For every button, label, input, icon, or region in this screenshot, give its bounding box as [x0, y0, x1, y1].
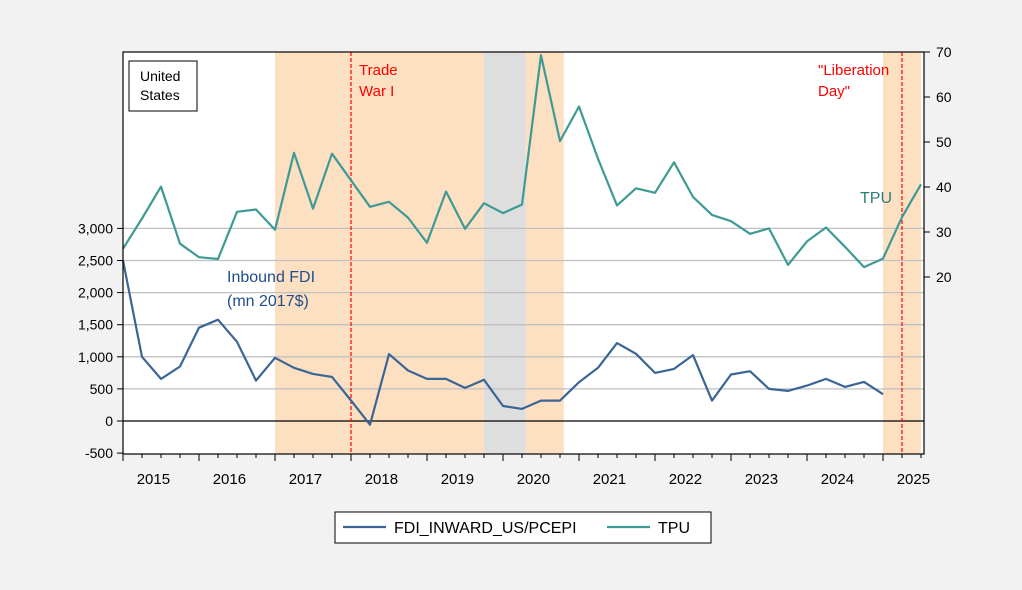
event-label: Trade [359, 62, 398, 79]
x-axis-tick-label: 2020 [517, 471, 550, 488]
right-axis-tick-label: 60 [936, 89, 952, 105]
x-axis-tick-label: 2022 [669, 471, 702, 488]
legend-label: TPU [658, 520, 690, 537]
shaded-period [484, 52, 526, 454]
x-axis-tick-label: 2025 [897, 471, 930, 488]
left-axis-tick-label: 2,500 [78, 253, 113, 269]
x-axis-tick-label: 2023 [745, 471, 778, 488]
left-axis-tick-label: 0 [105, 413, 113, 429]
shaded-period [525, 52, 564, 454]
left-axis-tick-label: 1,000 [78, 349, 113, 365]
event-label: "Liberation [818, 62, 889, 79]
x-axis-tick-label: 2017 [289, 471, 322, 488]
left-axis-tick-label: 2,000 [78, 285, 113, 301]
country-label: United [140, 68, 180, 84]
left-axis-tick-label: 3,000 [78, 220, 113, 236]
legend-label: FDI_INWARD_US/PCEPI [394, 520, 577, 537]
tpu-annotation: TPU [860, 190, 892, 207]
x-axis-tick-label: 2024 [821, 471, 854, 488]
right-axis-tick-label: 30 [936, 224, 952, 240]
left-axis-tick-label: -500 [85, 445, 113, 461]
country-label: States [140, 87, 180, 103]
x-axis-tick-label: 2019 [441, 471, 474, 488]
right-axis-tick-label: 20 [936, 269, 952, 285]
fdi-annotation: (mn 2017$) [227, 293, 309, 310]
fdi-annotation: Inbound FDI [227, 269, 315, 286]
right-axis-tick-label: 70 [936, 44, 952, 60]
shaded-period [275, 52, 484, 454]
event-label: War I [359, 83, 394, 100]
event-label: Day" [818, 83, 850, 100]
right-axis-tick-label: 50 [936, 134, 952, 150]
country-box [128, 60, 198, 112]
left-axis-tick-label: 1,500 [78, 317, 113, 333]
left-axis-tick-label: 500 [90, 381, 114, 397]
plot-frame [122, 51, 925, 455]
x-axis-tick-label: 2016 [213, 471, 246, 488]
right-axis-tick-label: 40 [936, 179, 952, 195]
x-axis-tick-label: 2018 [365, 471, 398, 488]
x-axis-tick-label: 2021 [593, 471, 626, 488]
x-axis-tick-label: 2015 [137, 471, 170, 488]
